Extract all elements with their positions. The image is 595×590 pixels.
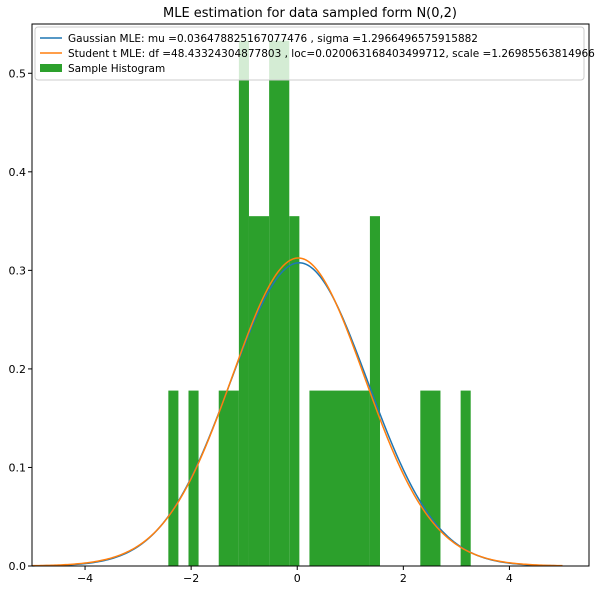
- y-tick-label: 0.0: [9, 560, 27, 573]
- histogram-bar-7: [289, 216, 300, 566]
- chart-title: MLE estimation for data sampled form N(0…: [163, 6, 457, 21]
- histogram-bar-6: [269, 40, 290, 566]
- y-axis: 0.0 0.1 0.2 0.3 0.4 0.5: [9, 67, 32, 573]
- legend-label-student: Student t MLE: df =48.43324304877803 , l…: [68, 48, 595, 60]
- x-tick-label: 0: [294, 572, 301, 585]
- y-tick-label: 0.5: [9, 67, 27, 80]
- x-tick-label: 2: [400, 572, 407, 585]
- legend-label-gaussian: Gaussian MLE: mu =0.036478825167077476 ,…: [68, 33, 478, 45]
- histogram-bar-5: [248, 216, 270, 566]
- fit-curves: [31, 257, 563, 567]
- legend-box: [34, 26, 585, 81]
- histogram-bar-1: [168, 390, 179, 566]
- histogram-bar-8: [309, 390, 370, 566]
- plot-frame: [31, 23, 590, 567]
- legend-label-histogram: Sample Histogram: [68, 63, 165, 75]
- x-axis: −4 −2 0 2 4: [77, 566, 513, 585]
- histogram-bar-2: [188, 390, 199, 566]
- y-tick-label: 0.4: [9, 166, 27, 179]
- histogram-bar-10: [420, 390, 441, 566]
- x-tick-label: 4: [506, 572, 513, 585]
- y-tick-label: 0.3: [9, 264, 27, 277]
- legend-swatch-histogram: [40, 64, 62, 72]
- legend: Gaussian MLE: mu =0.036478825167077476 ,…: [34, 26, 595, 81]
- histogram-bar-3: [218, 390, 239, 566]
- x-tick-label: −4: [77, 572, 93, 585]
- student-t-mle-curve: [31, 257, 563, 567]
- x-tick-label: −2: [183, 572, 199, 585]
- histogram-bar-9: [369, 216, 380, 566]
- histogram-bar-11: [460, 390, 471, 566]
- y-tick-label: 0.1: [9, 461, 27, 474]
- y-tick-label: 0.2: [9, 363, 27, 376]
- histogram-bar-4: [238, 40, 249, 566]
- histogram: [168, 40, 471, 566]
